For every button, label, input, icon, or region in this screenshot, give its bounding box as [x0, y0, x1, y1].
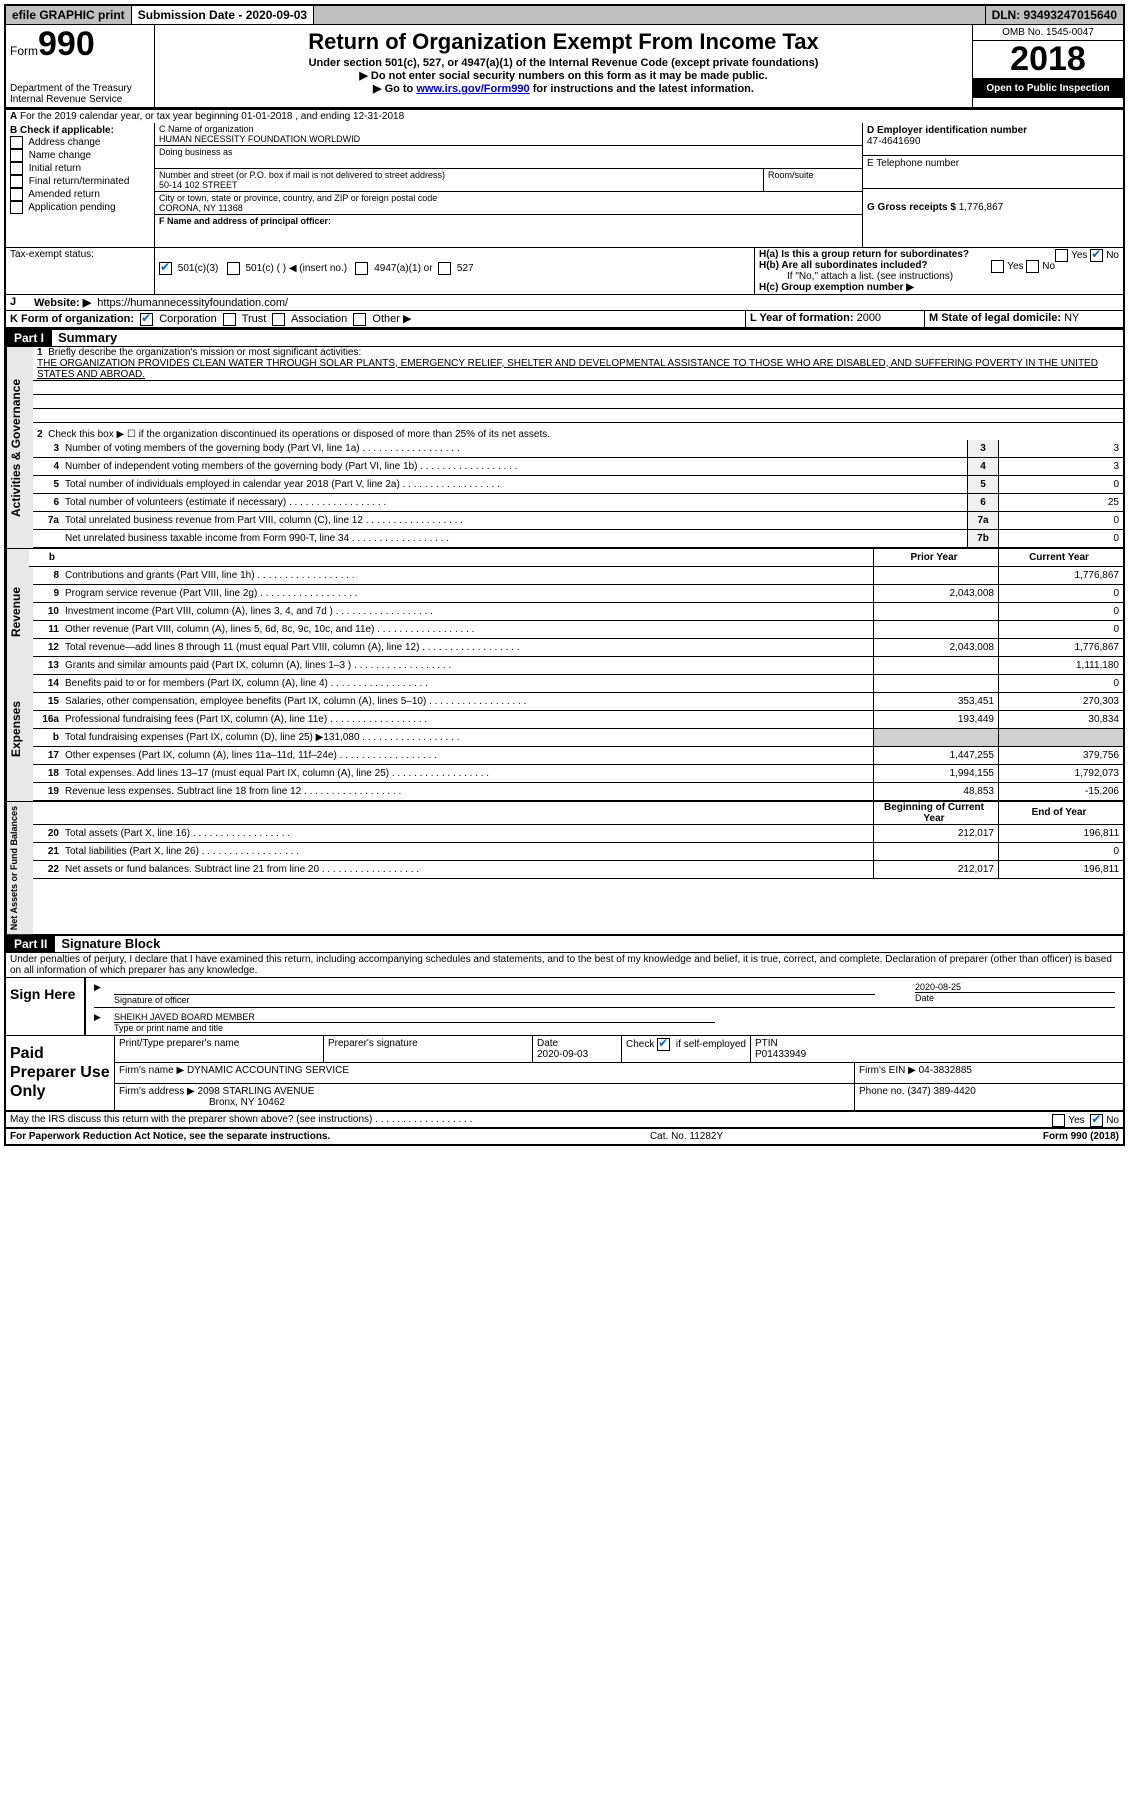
- f-label: F Name and address of principal officer:: [159, 216, 331, 226]
- dba-label: Doing business as: [159, 147, 233, 157]
- submission-date: Submission Date - 2020-09-03: [132, 6, 314, 24]
- check-501c3[interactable]: [159, 262, 172, 275]
- tab-activities: Activities & Governance: [6, 347, 33, 548]
- paid-preparer-label: Paid Preparer Use Only: [6, 1036, 115, 1110]
- line-a: For the 2019 calendar year, or tax year …: [20, 111, 404, 122]
- org-name: HUMAN NECESSITY FOUNDATION WORLDWID: [159, 134, 360, 144]
- part1-title: Summary: [52, 330, 117, 345]
- ha-label: H(a) Is this a group return for subordin…: [759, 249, 969, 260]
- omb-number: OMB No. 1545-0047: [973, 25, 1123, 41]
- brief-label: Briefly describe the organization's miss…: [48, 347, 361, 358]
- firm-addr1: 2098 STARLING AVENUE: [198, 1086, 315, 1097]
- col-prior: Prior Year: [873, 549, 998, 566]
- irs-label: Internal Revenue Service: [10, 94, 150, 105]
- colb-check[interactable]: [10, 188, 23, 201]
- tab-netassets: Net Assets or Fund Balances: [6, 802, 33, 934]
- tax-year: 2018: [973, 41, 1123, 79]
- part2-header: Part II: [6, 936, 55, 952]
- firm-addr2: Bronx, NY 10462: [119, 1097, 285, 1108]
- discuss-label: May the IRS discuss this return with the…: [10, 1114, 372, 1125]
- officer-name: SHEIKH JAVED BOARD MEMBER: [114, 1012, 255, 1022]
- foot-form: Form 990 (2018): [1043, 1131, 1119, 1142]
- discuss-yes[interactable]: [1052, 1114, 1065, 1127]
- discuss-no[interactable]: [1090, 1114, 1103, 1127]
- hb-note: If "No," attach a list. (see instruction…: [759, 271, 1119, 282]
- tax-exempt-label: Tax-exempt status:: [10, 249, 94, 260]
- firm-phone: (347) 389-4420: [907, 1086, 975, 1097]
- prep-sig-label: Preparer's signature: [324, 1036, 533, 1062]
- penalty-text: Under penalties of perjury, I declare th…: [6, 953, 1123, 978]
- tab-b: [6, 549, 29, 567]
- addr-label: Number and street (or P.O. box if mail i…: [159, 170, 445, 180]
- col-current: Current Year: [998, 549, 1123, 566]
- gross-receipts: 1,776,867: [959, 202, 1004, 213]
- form-label: Form: [10, 44, 38, 58]
- ha-no[interactable]: [1090, 249, 1103, 262]
- k-other[interactable]: [353, 313, 366, 326]
- k-trust[interactable]: [223, 313, 236, 326]
- colb-check[interactable]: [10, 201, 23, 214]
- hc-label: H(c) Group exemption number ▶: [759, 282, 914, 293]
- firm-ein: 04-3832885: [919, 1065, 972, 1076]
- state-domicile: NY: [1064, 312, 1079, 324]
- check-self-employed[interactable]: [657, 1038, 670, 1051]
- hb-no[interactable]: [1026, 260, 1039, 273]
- k-corp[interactable]: [140, 313, 153, 326]
- mission-text: THE ORGANIZATION PROVIDES CLEAN WATER TH…: [33, 358, 1123, 381]
- foot-notice: For Paperwork Reduction Act Notice, see …: [10, 1131, 330, 1142]
- tab-revenue: Revenue: [6, 567, 33, 657]
- col-b: B Check if applicable: Address change Na…: [6, 123, 155, 247]
- ptin: P01433949: [755, 1049, 806, 1060]
- check-4947[interactable]: [355, 262, 368, 275]
- check-527[interactable]: [438, 262, 451, 275]
- form-number: 990: [38, 25, 95, 63]
- foot-catno: Cat. No. 11282Y: [330, 1131, 1043, 1142]
- hb-label: H(b) Are all subordinates included?: [759, 260, 928, 271]
- part2-title: Signature Block: [55, 936, 160, 951]
- line2-text: Check this box ▶ ☐ if the organization d…: [48, 429, 550, 440]
- col-boy: Beginning of Current Year: [873, 802, 998, 824]
- website-url[interactable]: https://humannecessityfoundation.com/: [97, 297, 288, 309]
- room-label: Room/suite: [764, 169, 862, 191]
- g-label: G Gross receipts $: [867, 202, 956, 213]
- year-formation: 2000: [857, 312, 881, 324]
- col-eoy: End of Year: [998, 802, 1123, 824]
- d-label: D Employer identification number: [867, 125, 1027, 136]
- tab-expenses: Expenses: [6, 657, 33, 801]
- street-address: 50-14 102 STREET: [159, 180, 238, 190]
- sign-here-label: Sign Here: [6, 978, 86, 1035]
- subtitle-3: Go to www.irs.gov/Form990 for instructio…: [161, 82, 966, 95]
- subtitle-2: Do not enter social security numbers on …: [161, 69, 966, 82]
- ha-yes[interactable]: [1055, 249, 1068, 262]
- k-assoc[interactable]: [272, 313, 285, 326]
- j-label: J: [10, 296, 16, 308]
- dept-label: Department of the Treasury: [10, 83, 150, 94]
- e-label: E Telephone number: [867, 158, 959, 169]
- check-501c[interactable]: [227, 262, 240, 275]
- arrow-icon: ▶: [94, 1012, 114, 1033]
- subtitle-1: Under section 501(c), 527, or 4947(a)(1)…: [161, 57, 966, 69]
- c-label: C Name of organization: [159, 124, 254, 134]
- sign-date: 2020-08-25: [915, 982, 961, 992]
- dln: DLN: 93493247015640: [986, 6, 1123, 24]
- ein: 47-4641690: [867, 136, 920, 147]
- colb-check[interactable]: [10, 162, 23, 175]
- open-public: Open to Public Inspection: [973, 79, 1123, 98]
- efile-button[interactable]: efile GRAPHIC print: [6, 6, 132, 24]
- firm-name: DYNAMIC ACCOUNTING SERVICE: [187, 1065, 349, 1076]
- irs-link[interactable]: www.irs.gov/Form990: [416, 83, 529, 95]
- k-label: K Form of organization:: [10, 313, 134, 325]
- part1-header: Part I: [6, 330, 52, 346]
- hb-yes[interactable]: [991, 260, 1004, 273]
- form-title: Return of Organization Exempt From Incom…: [161, 29, 966, 55]
- city-label: City or town, state or province, country…: [159, 193, 437, 203]
- colb-check[interactable]: [10, 149, 23, 162]
- prep-date: 2020-09-03: [537, 1049, 588, 1060]
- colb-check[interactable]: [10, 136, 23, 149]
- colb-check[interactable]: [10, 175, 23, 188]
- prep-name-label: Print/Type preparer's name: [115, 1036, 324, 1062]
- city-value: CORONA, NY 11368: [159, 203, 243, 213]
- arrow-icon: ▶: [94, 982, 114, 1005]
